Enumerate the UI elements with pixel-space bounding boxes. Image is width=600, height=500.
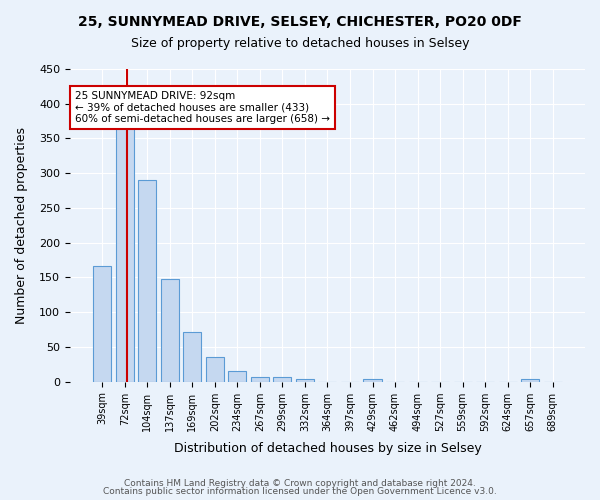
Text: Contains HM Land Registry data © Crown copyright and database right 2024.: Contains HM Land Registry data © Crown c… — [124, 478, 476, 488]
Text: Size of property relative to detached houses in Selsey: Size of property relative to detached ho… — [131, 38, 469, 51]
Bar — [139, 180, 157, 382]
Text: Contains public sector information licensed under the Open Government Licence v3: Contains public sector information licen… — [103, 487, 497, 496]
Bar — [184, 332, 202, 382]
Bar — [229, 371, 247, 382]
Bar — [94, 266, 112, 382]
Bar — [296, 379, 314, 382]
X-axis label: Distribution of detached houses by size in Selsey: Distribution of detached houses by size … — [173, 442, 481, 455]
Bar — [206, 358, 224, 382]
Bar — [251, 377, 269, 382]
Bar — [161, 279, 179, 382]
Text: 25 SUNNYMEAD DRIVE: 92sqm
← 39% of detached houses are smaller (433)
60% of semi: 25 SUNNYMEAD DRIVE: 92sqm ← 39% of detac… — [75, 91, 330, 124]
Bar — [116, 121, 134, 382]
Bar — [521, 379, 539, 382]
Bar — [274, 377, 292, 382]
Text: 25, SUNNYMEAD DRIVE, SELSEY, CHICHESTER, PO20 0DF: 25, SUNNYMEAD DRIVE, SELSEY, CHICHESTER,… — [78, 15, 522, 29]
Bar — [364, 379, 382, 382]
Y-axis label: Number of detached properties: Number of detached properties — [15, 127, 28, 324]
